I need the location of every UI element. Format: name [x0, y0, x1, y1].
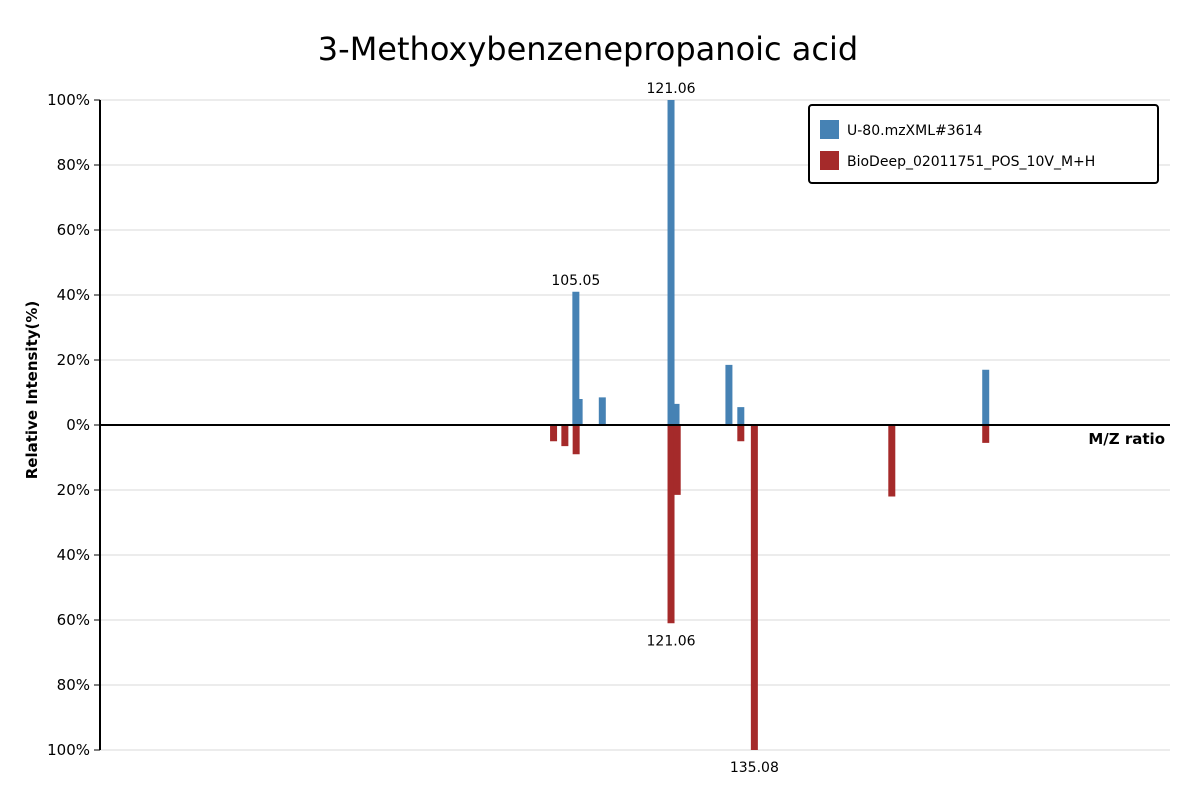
peak-bar-series-0: [598, 397, 606, 425]
peak-bar-series-0: [725, 364, 733, 425]
peak-bar-series-1: [982, 425, 990, 443]
y-tick-label: 80%: [57, 156, 90, 174]
peak-bar-series-1: [561, 425, 569, 447]
peak-label: 121.06: [647, 633, 696, 649]
legend-label-0: U-80.mzXML#3614: [847, 123, 982, 139]
peak-bar-series-1: [888, 425, 896, 497]
peak-bar-series-1: [673, 425, 681, 495]
axes: 100% 80% 60% 40% 20% 0% 20% 40% 60% 80% 100%: [47, 91, 1170, 759]
legend: U-80.mzXML#3614 BioDeep_02011751_POS_10V…: [808, 104, 1159, 184]
peak-bar-series-0: [667, 100, 675, 425]
peak-bar-series-0: [575, 399, 583, 425]
peak-bar-series-1: [667, 425, 675, 624]
peak-bar-series-1: [550, 425, 558, 442]
y-tick-label: 40%: [57, 286, 90, 304]
peak-bar-series-1: [572, 425, 580, 455]
peak-bar-series-1: [750, 425, 758, 750]
peak-bar-series-0: [737, 407, 745, 425]
legend-label-1: BioDeep_02011751_POS_10V_M+H: [847, 154, 1095, 170]
x-axis-title: M/Z ratio: [1088, 430, 1165, 448]
y-axis-title: Relative Intensity(%): [23, 301, 41, 480]
peak-label: 135.08: [730, 760, 779, 776]
legend-box: [808, 104, 1159, 184]
grid-lines: [100, 99, 1170, 751]
y-tick-label: 40%: [57, 546, 90, 564]
peak-bar-series-0: [982, 369, 990, 425]
peak-bar-series-0: [672, 403, 680, 425]
peak-label: 121.06: [647, 81, 696, 97]
y-tick-label: 0%: [66, 416, 90, 434]
y-tick-label: 100%: [47, 91, 90, 109]
peak-label: 105.05: [551, 273, 600, 289]
legend-swatch-1: [820, 151, 839, 170]
spectrum-bars: [550, 100, 990, 750]
y-tick-label: 80%: [57, 676, 90, 694]
y-tick-label: 20%: [57, 351, 90, 369]
y-tick-label: 60%: [57, 611, 90, 629]
y-tick-label: 100%: [47, 741, 90, 759]
y-tick-label: 20%: [57, 481, 90, 499]
peak-bar-series-1: [737, 425, 745, 442]
peak-labels: 105.05 121.06 121.06 135.08: [551, 81, 779, 776]
y-tick-label: 60%: [57, 221, 90, 239]
chart-title: 3-Methoxybenzenepropanoic acid: [318, 30, 858, 68]
legend-swatch-0: [820, 120, 839, 139]
peak-bar-series-0: [572, 291, 580, 425]
